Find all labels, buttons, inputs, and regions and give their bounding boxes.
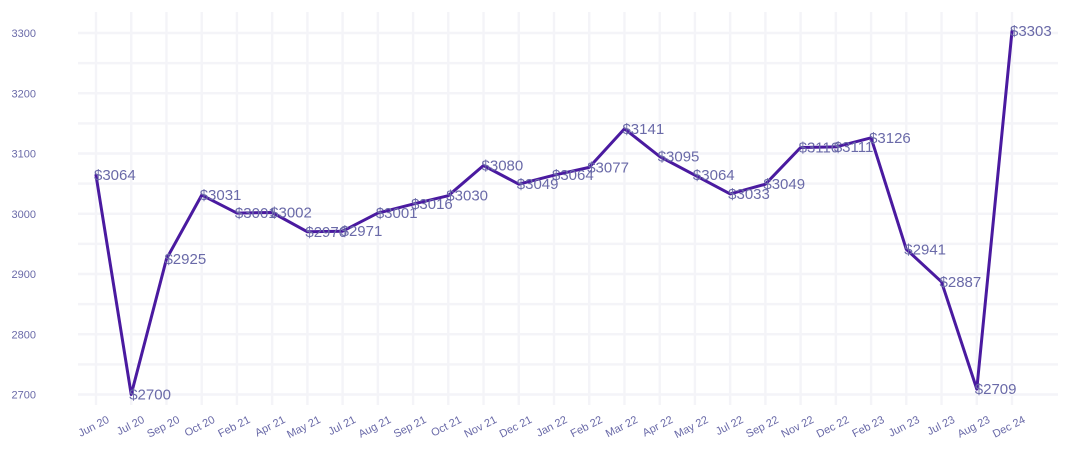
data-label: $3110 <box>799 139 840 156</box>
y-tick-label: 3200 <box>12 88 36 100</box>
data-label: $3064 <box>552 167 594 184</box>
data-label: $3064 <box>693 167 735 184</box>
data-label: $3077 <box>587 159 629 176</box>
x-tick-label: Oct 20 <box>183 414 217 439</box>
data-label: $3111 <box>834 139 874 156</box>
data-label: $3030 <box>446 188 488 205</box>
data-label: $2709 <box>975 381 1017 398</box>
x-tick-label: Apr 22 <box>641 414 675 439</box>
data-label: $2887 <box>940 274 982 291</box>
x-tick-label: Jul 21 <box>326 414 358 438</box>
series-line-group <box>94 29 1014 396</box>
x-tick-label: Oct 21 <box>429 414 463 439</box>
x-tick-label: Aug 23 <box>956 414 993 441</box>
x-tick-label: Dec 24 <box>991 414 1028 441</box>
data-label: $3303 <box>1010 23 1052 40</box>
y-tick-label: 3000 <box>12 209 36 221</box>
x-tick-label: Mar 22 <box>604 414 640 440</box>
data-label: $3031 <box>200 187 242 204</box>
x-tick-label: May 21 <box>285 414 323 441</box>
y-tick-label: 2900 <box>12 269 36 281</box>
x-tick-label: Nov 21 <box>462 414 499 441</box>
gridlines <box>78 12 1058 405</box>
x-tick-label: Jul 20 <box>115 414 147 438</box>
y-tick-label: 3300 <box>12 28 36 40</box>
x-tick-label: Jan 22 <box>534 414 569 440</box>
x-tick-label: Dec 21 <box>498 414 535 441</box>
data-label: $3016 <box>411 196 453 213</box>
data-label: $3126 <box>869 130 911 147</box>
x-tick-label: Sep 22 <box>744 414 781 441</box>
y-axis-ticks: 2700 2800 2900 3000 3100 3200 3300 <box>12 28 36 402</box>
x-tick-label: Jun 20 <box>76 414 111 440</box>
y-tick-label: 3100 <box>12 149 36 161</box>
x-tick-label: Jul 23 <box>925 414 957 438</box>
data-label: $3095 <box>658 149 700 166</box>
x-tick-label: May 22 <box>673 414 711 441</box>
x-tick-label: Sep 20 <box>145 414 182 441</box>
x-tick-label: Sep 21 <box>392 414 429 441</box>
data-labels: $3064$2700$2925$3031$3001$3002$2970$2971… <box>94 23 1052 403</box>
data-label: $3001 <box>376 205 418 222</box>
y-tick-label: 2800 <box>12 329 36 341</box>
data-label: $2941 <box>904 241 946 258</box>
data-label: $3080 <box>482 158 524 175</box>
data-label: $3033 <box>728 186 770 203</box>
x-tick-label: Feb 22 <box>569 414 605 440</box>
data-label: $2971 <box>341 223 383 240</box>
series-line <box>94 29 1014 396</box>
data-label: $3001 <box>235 205 277 222</box>
data-label: $3049 <box>517 176 559 193</box>
x-tick-label: Jun 23 <box>887 414 922 440</box>
data-label: $3064 <box>94 167 136 184</box>
data-label: $2925 <box>164 251 206 268</box>
data-label: $3141 <box>622 121 664 138</box>
y-tick-label: 2700 <box>12 390 36 402</box>
x-tick-label: Dec 22 <box>815 414 852 441</box>
x-tick-label: Feb 21 <box>216 414 252 440</box>
x-tick-label: Aug 21 <box>357 414 394 441</box>
x-tick-label: Feb 23 <box>850 414 886 440</box>
data-label: $3049 <box>763 176 805 193</box>
x-tick-label: Nov 22 <box>779 414 816 441</box>
x-tick-label: Apr 21 <box>253 414 287 439</box>
data-label: $2970 <box>305 224 347 241</box>
x-tick-label: Jul 22 <box>714 414 746 438</box>
data-label: $3002 <box>270 205 312 222</box>
data-label: $2700 <box>129 387 171 404</box>
